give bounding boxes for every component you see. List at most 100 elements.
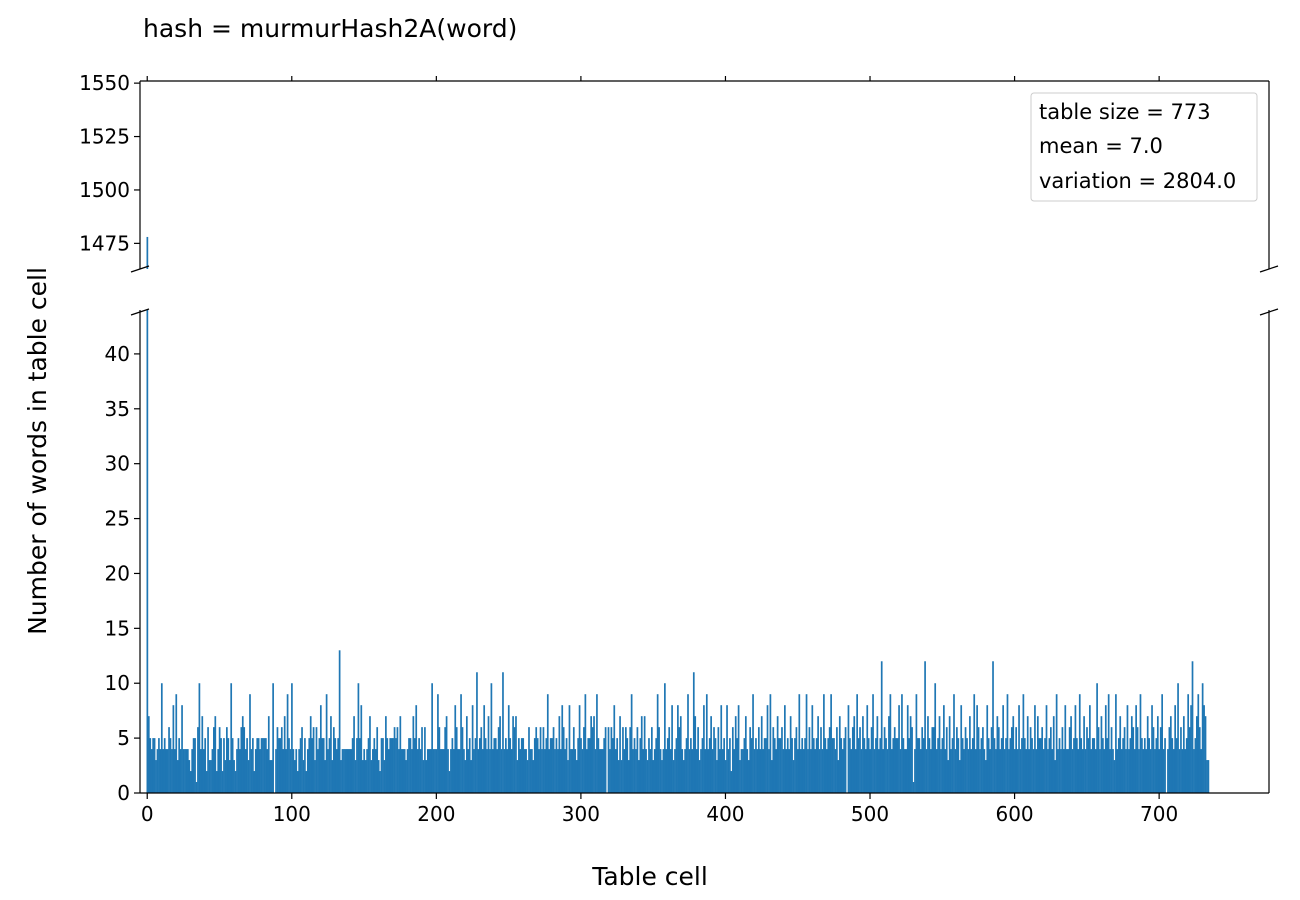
bar xyxy=(308,738,311,793)
bar xyxy=(990,727,993,793)
bar xyxy=(1065,749,1068,793)
bar xyxy=(886,749,889,793)
bar xyxy=(473,749,475,793)
bar xyxy=(827,738,830,793)
bar xyxy=(481,749,484,793)
bar xyxy=(421,727,423,793)
bar xyxy=(785,749,788,793)
bar xyxy=(967,749,970,793)
bar xyxy=(1187,694,1190,793)
bar xyxy=(377,760,380,793)
bar xyxy=(416,749,419,793)
bar xyxy=(574,749,577,793)
bar xyxy=(247,760,250,793)
bar xyxy=(744,716,747,793)
bar xyxy=(165,749,167,793)
bar xyxy=(387,749,390,793)
bar xyxy=(270,760,273,793)
bar xyxy=(993,738,996,793)
bar xyxy=(1078,694,1081,793)
bar xyxy=(1041,727,1044,793)
bar xyxy=(889,694,892,793)
bar xyxy=(389,738,392,793)
bar xyxy=(1204,716,1207,793)
bar xyxy=(288,738,290,793)
bar xyxy=(1200,749,1203,793)
bar xyxy=(484,738,487,793)
bar xyxy=(756,749,759,793)
bar xyxy=(1123,727,1126,793)
bar xyxy=(924,661,926,793)
bar xyxy=(396,727,399,793)
bar xyxy=(1102,738,1104,793)
bar xyxy=(963,749,965,793)
bar xyxy=(597,738,600,793)
bar xyxy=(531,749,533,793)
bar xyxy=(684,749,686,793)
bar xyxy=(374,749,377,793)
bar xyxy=(700,749,702,793)
bar xyxy=(619,716,621,793)
bar xyxy=(1005,738,1007,793)
bar xyxy=(876,716,879,793)
bar xyxy=(984,760,987,793)
bar xyxy=(598,749,601,793)
bar xyxy=(156,749,159,793)
bar xyxy=(210,760,212,793)
bar xyxy=(1171,738,1174,793)
bar xyxy=(370,760,373,793)
bar xyxy=(502,672,504,793)
bar xyxy=(1149,749,1152,793)
bar xyxy=(538,749,540,793)
y-tick-label: 1550 xyxy=(79,71,130,95)
bar xyxy=(147,716,150,793)
bar xyxy=(879,738,882,793)
bar xyxy=(150,749,153,793)
bar xyxy=(572,727,575,793)
bar xyxy=(804,738,806,793)
bar xyxy=(789,716,792,793)
bar xyxy=(999,749,1002,793)
bar xyxy=(1099,749,1101,793)
bar xyxy=(1025,749,1028,793)
bar xyxy=(734,716,737,793)
bar xyxy=(408,738,410,793)
bar xyxy=(672,760,675,793)
bar xyxy=(964,727,967,793)
bar xyxy=(1093,738,1096,793)
bar xyxy=(1006,694,1009,793)
bar xyxy=(1164,738,1166,793)
bar xyxy=(708,738,711,793)
bar xyxy=(424,727,426,793)
bar xyxy=(956,727,958,793)
bar xyxy=(1190,705,1192,793)
bar xyxy=(539,727,542,793)
bar xyxy=(512,716,514,793)
bar xyxy=(385,716,387,793)
bar xyxy=(246,738,248,793)
bar xyxy=(359,738,361,793)
bar xyxy=(1116,749,1119,793)
bar xyxy=(836,727,838,793)
bar xyxy=(766,705,769,793)
bar xyxy=(486,749,488,793)
bar xyxy=(369,716,371,793)
bar xyxy=(692,672,695,793)
bar xyxy=(869,749,871,793)
bar xyxy=(1086,727,1088,793)
bar xyxy=(373,738,376,793)
bar xyxy=(302,760,305,793)
bar xyxy=(565,738,568,793)
bar xyxy=(682,760,685,793)
bar xyxy=(419,749,422,793)
bar xyxy=(1026,716,1029,793)
bar xyxy=(489,749,491,793)
bar xyxy=(464,760,467,793)
bar xyxy=(558,716,561,793)
bar xyxy=(202,749,205,793)
bar xyxy=(658,727,660,793)
bar xyxy=(778,738,780,793)
bar xyxy=(367,738,370,793)
bar xyxy=(328,738,331,793)
bar xyxy=(458,749,461,793)
